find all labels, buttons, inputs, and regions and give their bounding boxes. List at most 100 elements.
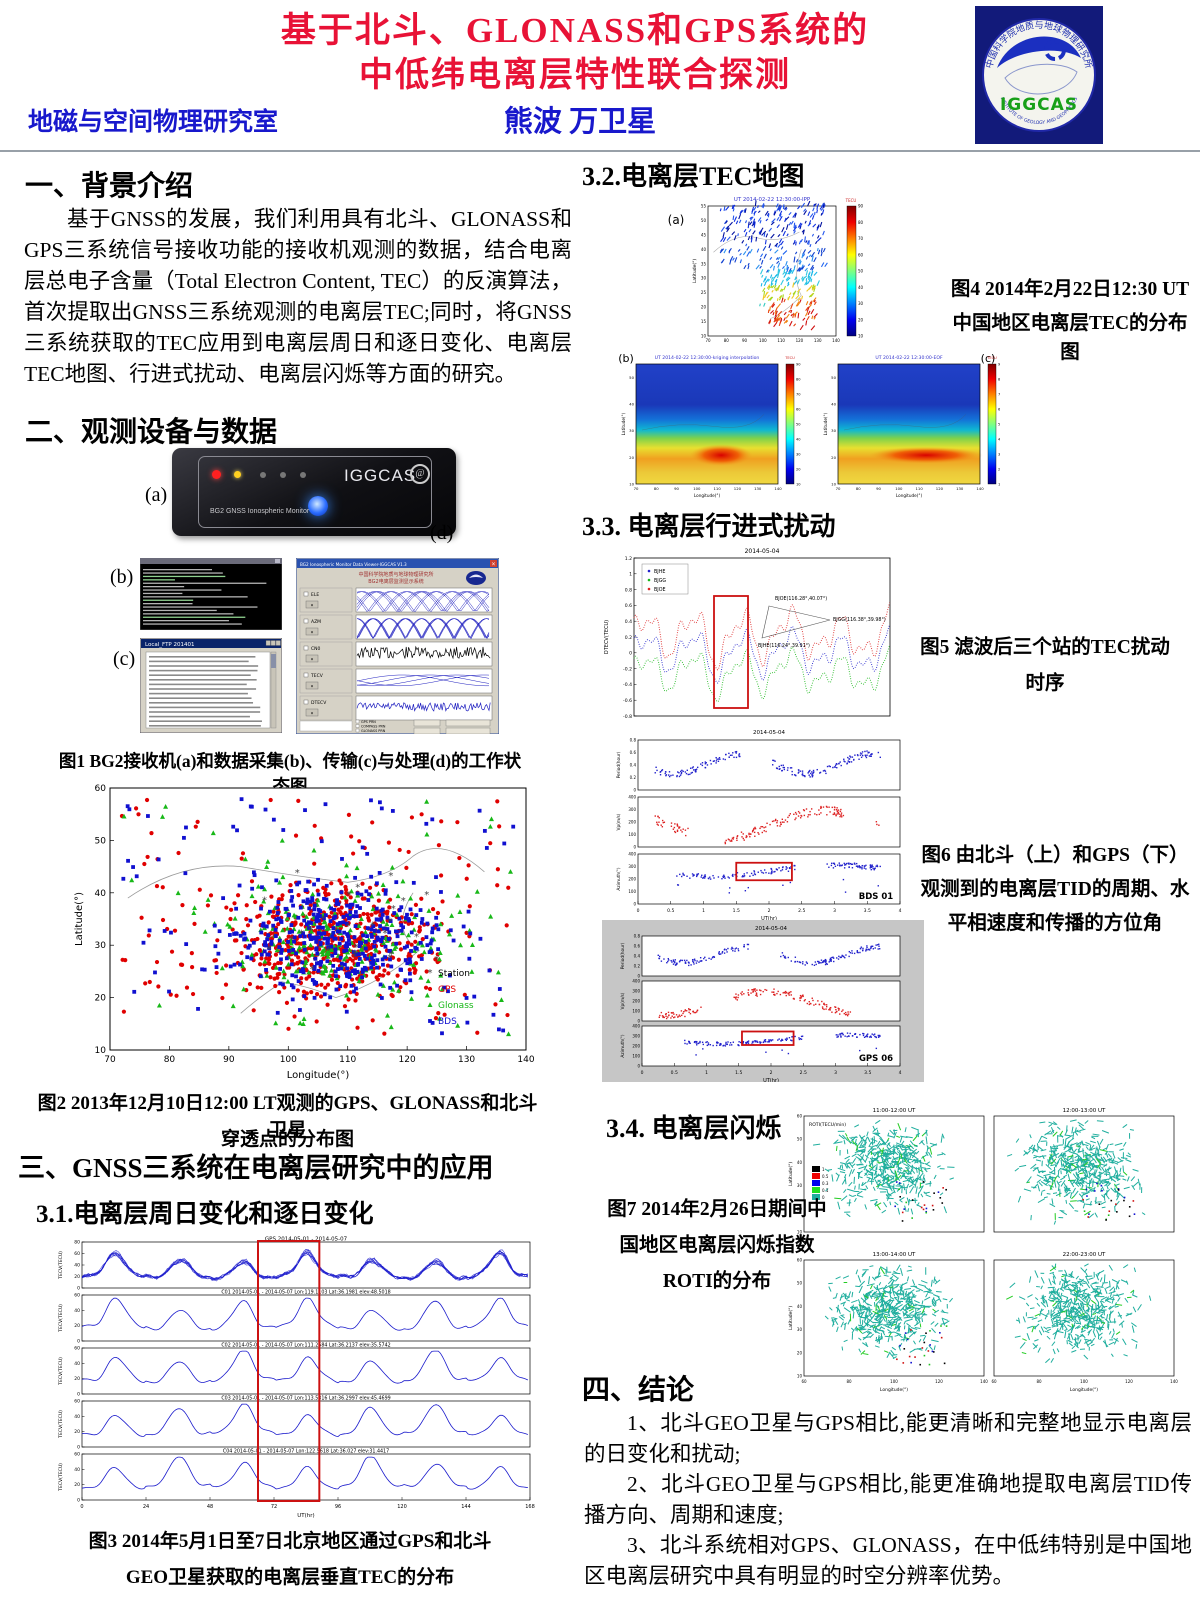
svg-text:20: 20 bbox=[858, 317, 864, 322]
conclusion-item-2: 2、北斗GEO卫星与GPS相比,能更准确地提取电离层TID传播方向、周期和速度; bbox=[584, 1472, 1192, 1527]
section3-heading: 三、GNSS三系统在电离层研究中的应用 bbox=[18, 1153, 494, 1183]
svg-text:10: 10 bbox=[831, 482, 836, 487]
svg-text:2014-05-04: 2014-05-04 bbox=[755, 926, 787, 932]
figure1-label-a: (a) bbox=[145, 484, 168, 506]
svg-text:13:00-14:00 UT: 13:00-14:00 UT bbox=[873, 1252, 916, 1258]
svg-text:Latitude(°): Latitude(°) bbox=[692, 259, 698, 284]
svg-text:120: 120 bbox=[935, 1379, 943, 1384]
svg-text:10: 10 bbox=[797, 1374, 803, 1379]
svg-text:0.8: 0.8 bbox=[630, 738, 637, 743]
svg-text:12:00-13:00 UT: 12:00-13:00 UT bbox=[1063, 1108, 1106, 1114]
svg-text:0: 0 bbox=[637, 1064, 640, 1069]
svg-text:60: 60 bbox=[74, 1293, 80, 1299]
svg-text:1: 1 bbox=[822, 1167, 825, 1172]
section1-heading: 一、背景介绍 bbox=[25, 171, 194, 202]
svg-text:▾: ▾ bbox=[311, 630, 313, 635]
svg-text:80: 80 bbox=[164, 1055, 176, 1065]
svg-text:140: 140 bbox=[774, 486, 782, 491]
svg-text:100: 100 bbox=[632, 1054, 640, 1059]
svg-text:GPS: GPS bbox=[438, 985, 456, 995]
svg-text:50: 50 bbox=[796, 423, 801, 427]
svg-text:BJGG(116.38°,39.98°): BJGG(116.38°,39.98°) bbox=[833, 617, 886, 623]
institute-logo: 中国科学院地质与地球物理研究所 INSTITUTE OF GEOLOGY AND… bbox=[975, 6, 1103, 144]
svg-text:Station: Station bbox=[438, 969, 470, 979]
svg-text:90: 90 bbox=[742, 338, 748, 343]
svg-text:110: 110 bbox=[714, 486, 722, 491]
svg-text:3: 3 bbox=[833, 908, 836, 914]
svg-text:Vp(m/s): Vp(m/s) bbox=[620, 992, 626, 1009]
svg-text:168: 168 bbox=[525, 1504, 535, 1510]
svg-text:90: 90 bbox=[858, 204, 864, 209]
svg-text:0: 0 bbox=[633, 788, 636, 793]
svg-text:10: 10 bbox=[858, 334, 864, 339]
svg-text:40: 40 bbox=[998, 438, 1000, 442]
svg-text:20: 20 bbox=[797, 1350, 803, 1355]
svg-text:TECV(TECU): TECV(TECU) bbox=[58, 1304, 64, 1333]
svg-text:20: 20 bbox=[74, 1429, 80, 1435]
svg-text:90: 90 bbox=[796, 363, 801, 367]
svg-text:BDS 01: BDS 01 bbox=[859, 892, 894, 902]
svg-text:1: 1 bbox=[702, 908, 705, 914]
svg-text:0: 0 bbox=[633, 845, 636, 850]
svg-text:80: 80 bbox=[796, 378, 801, 382]
figure1: (a) IGGCAS @ BG2 GNSS Ionospheric Monito… bbox=[100, 448, 570, 746]
svg-text:Longitude(°): Longitude(°) bbox=[287, 1070, 350, 1080]
svg-text:1: 1 bbox=[705, 1070, 708, 1076]
svg-text:110: 110 bbox=[916, 486, 924, 491]
svg-text:0.6: 0.6 bbox=[625, 603, 632, 609]
figure7-caption-line3: ROTI的分布 bbox=[662, 1271, 772, 1292]
svg-text:90: 90 bbox=[674, 486, 679, 491]
svg-text:BJHE(116.24°,39.91°): BJHE(116.24°,39.91°) bbox=[758, 643, 810, 649]
svg-text:30: 30 bbox=[998, 453, 1000, 457]
svg-text:120: 120 bbox=[936, 486, 944, 491]
svg-text:0: 0 bbox=[633, 902, 636, 907]
svg-text:200: 200 bbox=[632, 999, 640, 1004]
receiver-brand: IGGCAS bbox=[344, 466, 417, 485]
svg-text:-0.4: -0.4 bbox=[623, 682, 632, 688]
svg-text:0: 0 bbox=[80, 1504, 83, 1510]
section33-heading: 3.3. 电离层行进式扰动 bbox=[582, 512, 836, 541]
fig6-bds-tid-panels: 2014-05-0400.20.40.60.8Period(hour)01002… bbox=[616, 730, 902, 922]
svg-text:30: 30 bbox=[831, 428, 836, 433]
svg-text:10: 10 bbox=[998, 483, 1000, 487]
svg-text:50: 50 bbox=[831, 375, 836, 380]
svg-text:*: * bbox=[262, 896, 267, 907]
svg-text:40: 40 bbox=[701, 247, 707, 252]
svg-text:55: 55 bbox=[701, 204, 707, 209]
svg-text:20: 20 bbox=[95, 994, 107, 1004]
svg-text:70: 70 bbox=[705, 338, 711, 343]
svg-text:2014-05-04: 2014-05-04 bbox=[745, 548, 780, 555]
svg-text:0.8: 0.8 bbox=[634, 934, 641, 939]
svg-text:130: 130 bbox=[814, 338, 822, 343]
svg-text:30: 30 bbox=[701, 276, 707, 281]
svg-text:*: * bbox=[345, 921, 350, 932]
svg-text:1.5: 1.5 bbox=[733, 908, 740, 914]
svg-text:10: 10 bbox=[701, 334, 707, 339]
fig6-gps-tid-panels: 2014-05-0400.20.40.60.8Period(hour)01002… bbox=[602, 920, 924, 1082]
svg-text:*: * bbox=[401, 896, 406, 907]
svg-text:Longitude(°): Longitude(°) bbox=[880, 1387, 908, 1393]
monitor-software-window: BG2 Ionospheric Monitor Data Viewer-IGGC… bbox=[296, 558, 499, 734]
svg-text:60: 60 bbox=[74, 1452, 80, 1458]
svg-text:40: 40 bbox=[74, 1414, 80, 1420]
svg-text:110: 110 bbox=[339, 1055, 356, 1065]
receiver-front-panel bbox=[198, 456, 432, 528]
svg-text:*: * bbox=[310, 965, 315, 976]
receiver-photo: IGGCAS @ BG2 GNSS Ionospheric Monitor bbox=[172, 448, 456, 536]
svg-text:*: * bbox=[370, 920, 375, 931]
svg-text:20: 20 bbox=[74, 1274, 80, 1280]
svg-text:(c): (c) bbox=[981, 352, 996, 365]
svg-text:UT(hr): UT(hr) bbox=[761, 916, 777, 922]
svg-text:4: 4 bbox=[899, 1070, 902, 1076]
svg-text:*: * bbox=[387, 917, 392, 928]
section34-heading: 3.4. 电离层闪烁 bbox=[606, 1114, 782, 1143]
svg-text:Latitude(°): Latitude(°) bbox=[823, 412, 828, 435]
svg-text:50: 50 bbox=[701, 218, 707, 223]
svg-text:130: 130 bbox=[458, 1055, 475, 1065]
fig7-roti-maps: 11:00-12:00 UT102030405060Latitude(°)ROT… bbox=[788, 1108, 1178, 1393]
svg-text:*: * bbox=[347, 890, 352, 901]
svg-text:*: * bbox=[266, 945, 271, 956]
svg-text:*: * bbox=[352, 948, 357, 959]
svg-text:100: 100 bbox=[628, 889, 636, 894]
svg-text:400: 400 bbox=[632, 1024, 640, 1029]
